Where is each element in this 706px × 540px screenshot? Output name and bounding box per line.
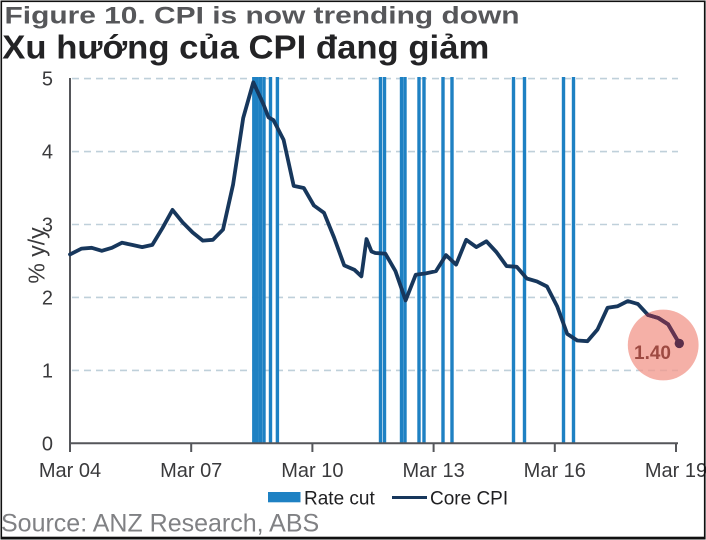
- svg-text:5: 5: [42, 69, 53, 91]
- svg-text:Mar 16: Mar 16: [524, 460, 586, 482]
- svg-text:Mar 13: Mar 13: [402, 460, 464, 482]
- svg-text:0: 0: [42, 433, 53, 455]
- svg-text:Core CPI: Core CPI: [430, 489, 508, 510]
- svg-text:Mar 19: Mar 19: [645, 460, 706, 482]
- svg-text:% y/y: % y/y: [24, 227, 50, 284]
- svg-text:1: 1: [42, 360, 53, 382]
- svg-text:1.40: 1.40: [634, 343, 671, 364]
- svg-text:Source: ANZ Research, ABS: Source: ANZ Research, ABS: [1, 510, 319, 538]
- svg-text:Mar 07: Mar 07: [160, 460, 222, 482]
- svg-text:Rate cut: Rate cut: [304, 489, 375, 510]
- svg-text:Mar 10: Mar 10: [281, 460, 343, 482]
- svg-text:3: 3: [42, 215, 53, 237]
- svg-text:Figure 10. CPI is now trending: Figure 10. CPI is now trending down: [5, 3, 520, 30]
- svg-text:Mar 04: Mar 04: [39, 460, 101, 482]
- svg-text:Xu hướng của CPI đang giảm: Xu hướng của CPI đang giảm: [2, 29, 489, 66]
- svg-text:2: 2: [42, 287, 53, 309]
- svg-text:4: 4: [42, 142, 53, 164]
